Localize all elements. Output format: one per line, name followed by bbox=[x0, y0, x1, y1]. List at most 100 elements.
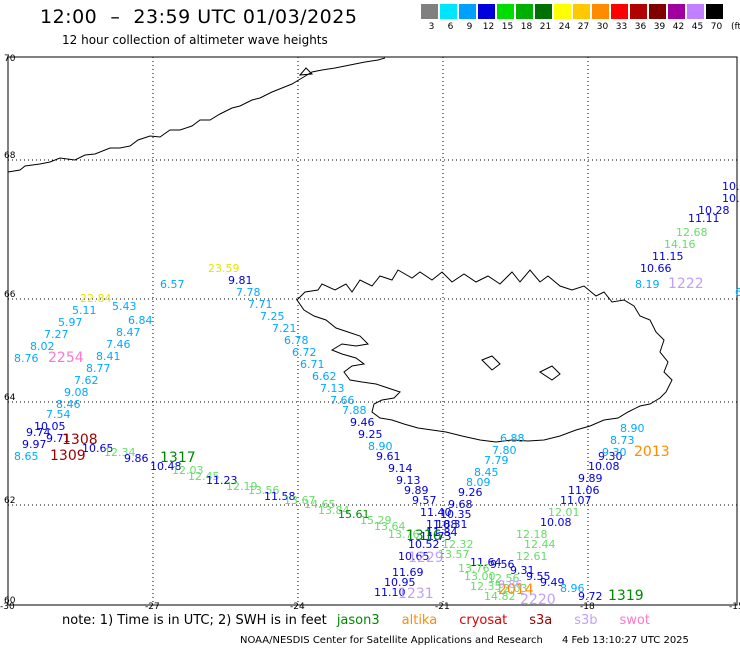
longitude-label: -15 bbox=[729, 602, 740, 612]
wave-height-value: 5.97 bbox=[58, 316, 83, 329]
scale-swatch bbox=[459, 4, 476, 19]
wave-height-value: 22.84 bbox=[80, 292, 112, 305]
iceland-coastline bbox=[296, 269, 673, 443]
wave-height-value: 8.47 bbox=[116, 326, 141, 339]
satellite-pass-id: 1316 bbox=[406, 528, 442, 544]
latitude-label: 60 bbox=[4, 596, 16, 606]
wave-height-value: 10.08 bbox=[540, 516, 572, 529]
wave-height-value: 7.71 bbox=[248, 298, 273, 311]
satellite-pass-id: 2014 bbox=[498, 582, 534, 598]
wave-height-value: 10.66 bbox=[640, 262, 672, 275]
wave-height-value: 9.74 bbox=[26, 426, 51, 439]
wave-height-value: 12.19 bbox=[226, 480, 258, 493]
wave-height-value: 7.62 bbox=[74, 374, 99, 387]
scale-swatch bbox=[630, 4, 647, 19]
wave-height-value: 6.78 bbox=[284, 334, 309, 347]
scale-label: 18 bbox=[520, 22, 533, 32]
wave-height-value: 7.13 bbox=[320, 382, 345, 395]
wave-height-value: 7.78 bbox=[236, 286, 261, 299]
longitude-label: -24 bbox=[290, 602, 305, 612]
wave-height-value: 7.88 bbox=[342, 404, 367, 417]
wave-height-value: 9.81 bbox=[228, 274, 253, 287]
footer-timestamp: 4 Feb 13:10:27 UTC 2025 bbox=[561, 635, 689, 646]
scale-swatch bbox=[573, 4, 590, 19]
wave-height-value: 13.56 bbox=[248, 484, 280, 497]
scale-swatch bbox=[421, 4, 438, 19]
wave-height-value: 9.08 bbox=[64, 386, 89, 399]
scale-label: 15 bbox=[501, 22, 514, 32]
scale-label: 9 bbox=[466, 22, 473, 32]
wave-height-value: 10.05 bbox=[34, 420, 66, 433]
wave-height-value: 15.29 bbox=[360, 514, 392, 527]
latitude-label: 66 bbox=[4, 290, 16, 300]
wave-height-value: 14.82 bbox=[484, 590, 516, 603]
scale-label: 33 bbox=[615, 22, 628, 32]
wave-height-value: 9.30 bbox=[598, 450, 623, 463]
wave-height-value: 11.88 bbox=[426, 518, 458, 531]
wave-height-value: 7.66 bbox=[330, 394, 355, 407]
wave-height-value: 8.77 bbox=[86, 362, 111, 375]
wave-height-value: 9.13 bbox=[396, 474, 421, 487]
wave-height-value: 5.43 bbox=[112, 300, 137, 313]
latitude-label: 64 bbox=[4, 393, 16, 403]
scale-label: 6 bbox=[447, 22, 454, 32]
wave-height-value: 8.02 bbox=[30, 340, 55, 353]
iceland-glacier bbox=[539, 365, 561, 381]
wave-height-value: 7.21 bbox=[272, 322, 297, 335]
satellite-pass-id: 1309 bbox=[50, 448, 86, 464]
axis-labels: 70 68 66 64 62 60-30 -27 -24 -21 -18 -15 bbox=[0, 54, 740, 612]
wave-height-value: 12.34 bbox=[104, 446, 136, 459]
satellite-pass-id: 1231 bbox=[398, 586, 434, 602]
greenland-coastline bbox=[7, 57, 386, 173]
wave-height-value: 8.09 bbox=[466, 476, 491, 489]
wave-height-value: 15.61 bbox=[338, 508, 370, 521]
scale-label: 39 bbox=[653, 22, 666, 32]
satellite-pass-id: 1319 bbox=[608, 588, 644, 604]
wave-height-value: 7.79 bbox=[484, 454, 509, 467]
wave-height-value: 9.57 bbox=[412, 494, 437, 507]
wave-height-value: 8.96 bbox=[560, 582, 585, 595]
wave-height-value: 9.56 bbox=[490, 558, 515, 571]
wave-height-value: 10.31 bbox=[436, 518, 468, 531]
wave-height-value: 9.31 bbox=[510, 564, 535, 577]
satellite-pass-id: 2013 bbox=[634, 444, 670, 460]
scale-label: 30 bbox=[596, 22, 609, 32]
wave-height-value: 6 bbox=[735, 286, 740, 299]
wave-height-value: 11.23 bbox=[206, 474, 238, 487]
note-line: note: 1) Time is in UTC; 2) SWH is in fe… bbox=[62, 613, 650, 628]
scale-swatch bbox=[611, 4, 628, 19]
wave-height-value: 9.46 bbox=[350, 416, 375, 429]
graticule bbox=[8, 57, 737, 605]
wave-height-value: 13.57 bbox=[438, 548, 470, 561]
wave-height-value: 12.68 bbox=[676, 226, 708, 239]
wave-height-value: 9.55 bbox=[526, 570, 551, 583]
wave-height-value: 13.67 bbox=[284, 494, 316, 507]
map-frame bbox=[7, 56, 738, 606]
wave-height-value: 8.41 bbox=[96, 350, 121, 363]
wave-height-value: 10.27 bbox=[722, 192, 740, 205]
wave-height-value: 6.62 bbox=[312, 370, 337, 383]
wave-height-value: 9.71 bbox=[46, 432, 71, 445]
latitude-label: 62 bbox=[4, 496, 15, 506]
wave-height-value: 8.45 bbox=[474, 466, 499, 479]
wave-height-value: 9.26 bbox=[458, 486, 483, 499]
wave-height-value: 10.28 bbox=[698, 204, 730, 217]
wave-height-value: 8.19 bbox=[635, 278, 660, 291]
wave-height-value: 11.11 bbox=[688, 212, 720, 225]
satellite-legend-swot: swot bbox=[619, 613, 650, 628]
wave-height-value: 13.84 bbox=[318, 504, 350, 517]
satellite-legend-jason3: jason3 bbox=[336, 613, 380, 628]
scale-swatch bbox=[516, 4, 533, 19]
wave-height-value: 12.44 bbox=[524, 538, 556, 551]
wave-height-value: 8.76 bbox=[14, 352, 39, 365]
longitude-label: -18 bbox=[580, 602, 595, 612]
wave-height-value: 9.25 bbox=[358, 428, 383, 441]
scale-label: 12 bbox=[482, 22, 495, 32]
wave-height-value: 10.35 bbox=[440, 508, 472, 521]
scale-label: 27 bbox=[577, 22, 590, 32]
wave-height-value: 10.08 bbox=[588, 460, 620, 473]
longitude-label: -30 bbox=[0, 602, 15, 612]
scale-swatch bbox=[554, 4, 571, 19]
wave-height-value: 12.32 bbox=[442, 538, 474, 551]
greenland-islet bbox=[298, 67, 314, 76]
